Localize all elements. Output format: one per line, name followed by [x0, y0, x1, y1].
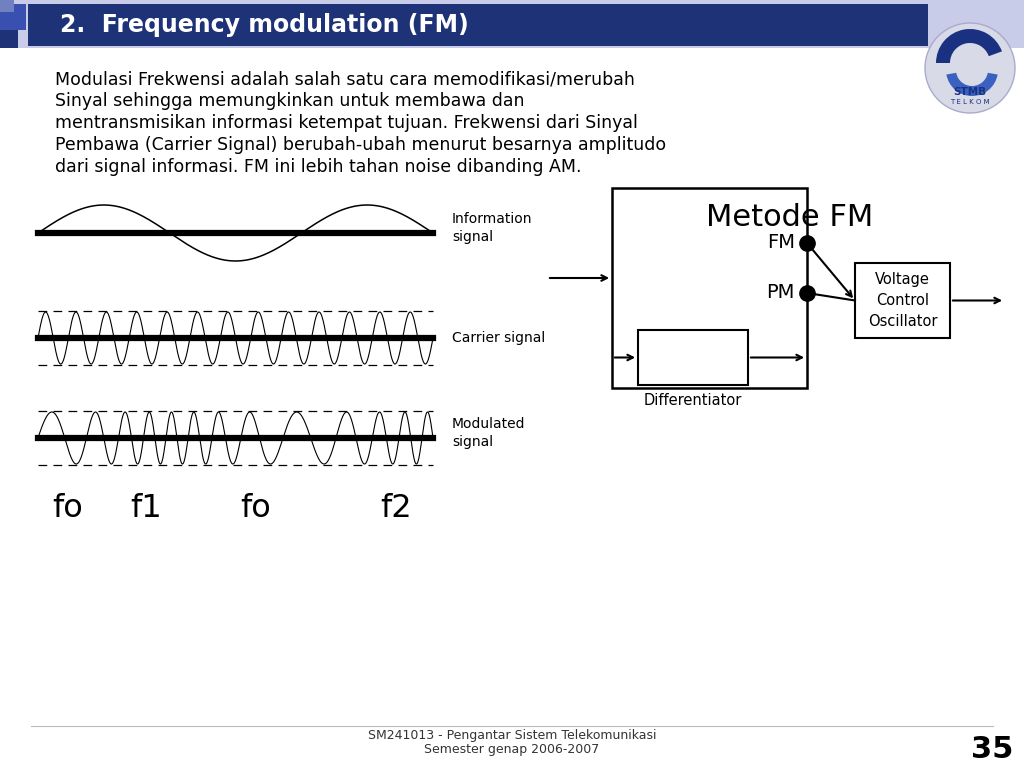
Bar — [612, 188, 807, 388]
Wedge shape — [946, 73, 997, 96]
Text: fo: fo — [241, 493, 271, 524]
Circle shape — [958, 56, 982, 80]
Text: SM241013 - Pengantar Sistem Telekomunikasi: SM241013 - Pengantar Sistem Telekomunika… — [368, 730, 656, 743]
Text: Modulated
signal: Modulated signal — [452, 417, 525, 449]
Text: dari signal informasi. FM ini lebih tahan noise dibanding AM.: dari signal informasi. FM ini lebih taha… — [55, 158, 582, 176]
Text: Differentiator: Differentiator — [644, 393, 742, 408]
Bar — [0, 4, 26, 30]
Text: Pembawa (Carrier Signal) berubah-ubah menurut besarnya amplitudo: Pembawa (Carrier Signal) berubah-ubah me… — [55, 136, 667, 154]
Text: 35: 35 — [971, 736, 1013, 764]
Text: 2.  Frequency modulation (FM): 2. Frequency modulation (FM) — [60, 13, 469, 37]
Text: STMB: STMB — [953, 87, 986, 97]
Text: Carrier signal: Carrier signal — [452, 331, 545, 345]
Text: PM: PM — [767, 283, 795, 303]
Bar — [855, 263, 950, 338]
Text: Sinyal sehingga memungkinkan untuk membawa dan: Sinyal sehingga memungkinkan untuk memba… — [55, 92, 524, 110]
Bar — [0, 30, 18, 48]
Bar — [28, 4, 928, 46]
Text: Information
signal: Information signal — [452, 212, 532, 244]
Bar — [0, 0, 14, 12]
Text: f2: f2 — [380, 493, 412, 524]
Text: Metode FM: Metode FM — [707, 203, 873, 232]
Bar — [0, 0, 1024, 48]
Text: FM: FM — [767, 233, 795, 253]
Text: f1: f1 — [130, 493, 162, 524]
Text: Voltage
Control
Oscillator: Voltage Control Oscillator — [867, 272, 937, 329]
Text: fo: fo — [52, 493, 83, 524]
Bar — [638, 330, 748, 385]
Text: Modulasi Frekwensi adalah salah satu cara memodifikasi/merubah: Modulasi Frekwensi adalah salah satu car… — [55, 70, 635, 88]
Wedge shape — [936, 29, 1001, 63]
Text: mentransmisikan informasi ketempat tujuan. Frekwensi dari Sinyal: mentransmisikan informasi ketempat tujua… — [55, 114, 638, 132]
Text: Semester genap 2006-2007: Semester genap 2006-2007 — [424, 743, 600, 756]
Text: T E L K O M: T E L K O M — [950, 99, 990, 105]
Circle shape — [925, 23, 1015, 113]
